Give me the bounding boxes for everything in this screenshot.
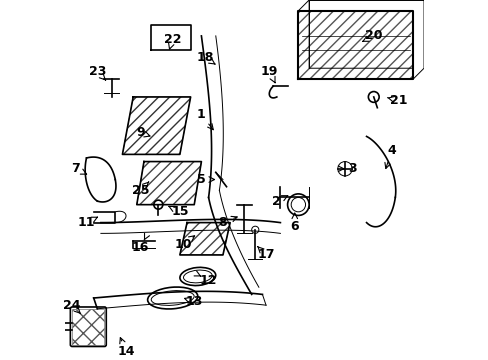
- Text: 15: 15: [171, 205, 188, 218]
- Text: 9: 9: [136, 126, 144, 139]
- Text: 13: 13: [185, 295, 203, 308]
- Text: 7: 7: [71, 162, 80, 175]
- Text: 17: 17: [257, 248, 274, 261]
- Text: 21: 21: [389, 94, 407, 107]
- Text: 14: 14: [117, 345, 135, 358]
- Text: 18: 18: [196, 51, 213, 64]
- Text: 10: 10: [174, 238, 192, 251]
- Text: 23: 23: [88, 65, 106, 78]
- Text: 4: 4: [386, 144, 395, 157]
- Text: 8: 8: [218, 216, 227, 229]
- Text: 11: 11: [78, 216, 95, 229]
- Text: 24: 24: [63, 299, 81, 312]
- Text: 20: 20: [364, 30, 382, 42]
- Text: 16: 16: [131, 241, 149, 254]
- Text: 25: 25: [131, 184, 149, 197]
- Text: 6: 6: [290, 220, 299, 233]
- Text: 3: 3: [347, 162, 356, 175]
- Text: 1: 1: [197, 108, 205, 121]
- Text: 12: 12: [200, 274, 217, 287]
- Text: 22: 22: [163, 33, 181, 46]
- Text: 19: 19: [261, 65, 278, 78]
- Text: 5: 5: [197, 173, 205, 186]
- Text: 2: 2: [272, 194, 281, 208]
